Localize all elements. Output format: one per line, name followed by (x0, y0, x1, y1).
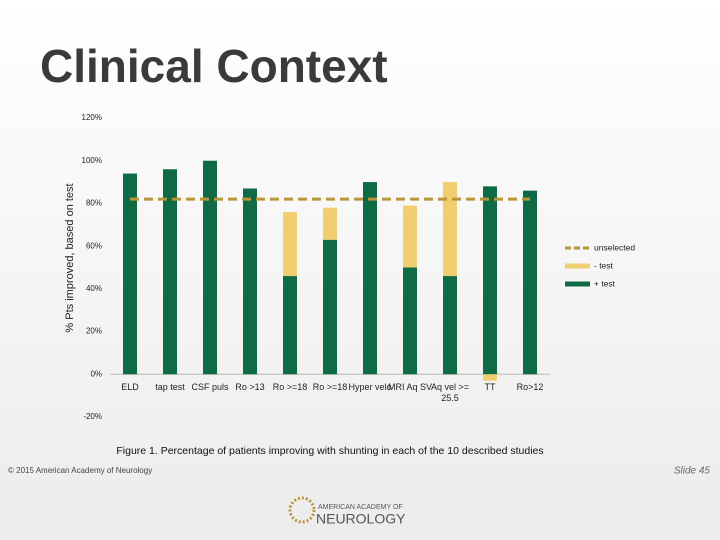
legend-label: - test (594, 260, 614, 270)
y-tick-label: 60% (86, 241, 102, 250)
bar (403, 205, 417, 268)
legend-swatch (565, 281, 590, 287)
x-tick-label: MRI Aq SV (388, 382, 433, 393)
bar (163, 169, 177, 375)
y-tick-label: 40% (86, 284, 102, 293)
bar (283, 276, 297, 375)
slide-number: Slide 45 (674, 466, 711, 477)
x-tick-label: Ro>12 (516, 382, 544, 393)
x-tick-label: Hyper velo (348, 382, 392, 393)
copyright: © 2015 American Academy of Neurology (8, 466, 152, 475)
x-tick-label: Ro >13 (235, 382, 265, 393)
bar (443, 182, 457, 277)
y-tick-label: 100% (82, 156, 102, 165)
x-tick-label: CSF puls (191, 382, 229, 393)
x-tick-label: TT (484, 382, 496, 393)
legend-label: + test (594, 278, 616, 288)
bar (443, 276, 457, 375)
logo-mark (288, 496, 316, 524)
bar (403, 267, 417, 375)
bar (323, 207, 337, 240)
x-tick-label: Ro >=18 (272, 382, 308, 393)
bar (483, 186, 497, 375)
bar (363, 182, 377, 375)
bar (203, 160, 217, 375)
y-tick-label: -20% (83, 412, 102, 421)
x-tick-label: tap test (155, 382, 185, 393)
logo-text: AMERICAN ACADEMY OF (318, 504, 403, 511)
bar (283, 211, 297, 277)
bar (323, 239, 337, 375)
logo-text: NEUROLOGY (316, 511, 406, 527)
x-tick-label: ELD (121, 382, 139, 393)
x-tick-label: Ro >=18 (312, 382, 348, 393)
legend-swatch (565, 263, 590, 269)
bar (123, 173, 137, 375)
y-axis-title: % Pts improved, based on test (64, 183, 76, 332)
y-tick-label: 80% (86, 199, 102, 208)
y-tick-label: 20% (86, 327, 102, 336)
x-tick-label: Aq vel >= 25.5 (430, 382, 470, 404)
bar (483, 374, 497, 381)
caption: Figure 1. Percentage of patients improvi… (116, 445, 543, 457)
bar (243, 188, 257, 375)
slide-title: Clinical Context (40, 40, 388, 92)
y-tick-label: 0% (90, 369, 102, 378)
bar (523, 190, 537, 375)
legend-label: unselected (594, 242, 635, 252)
y-tick-label: 120% (82, 113, 102, 122)
